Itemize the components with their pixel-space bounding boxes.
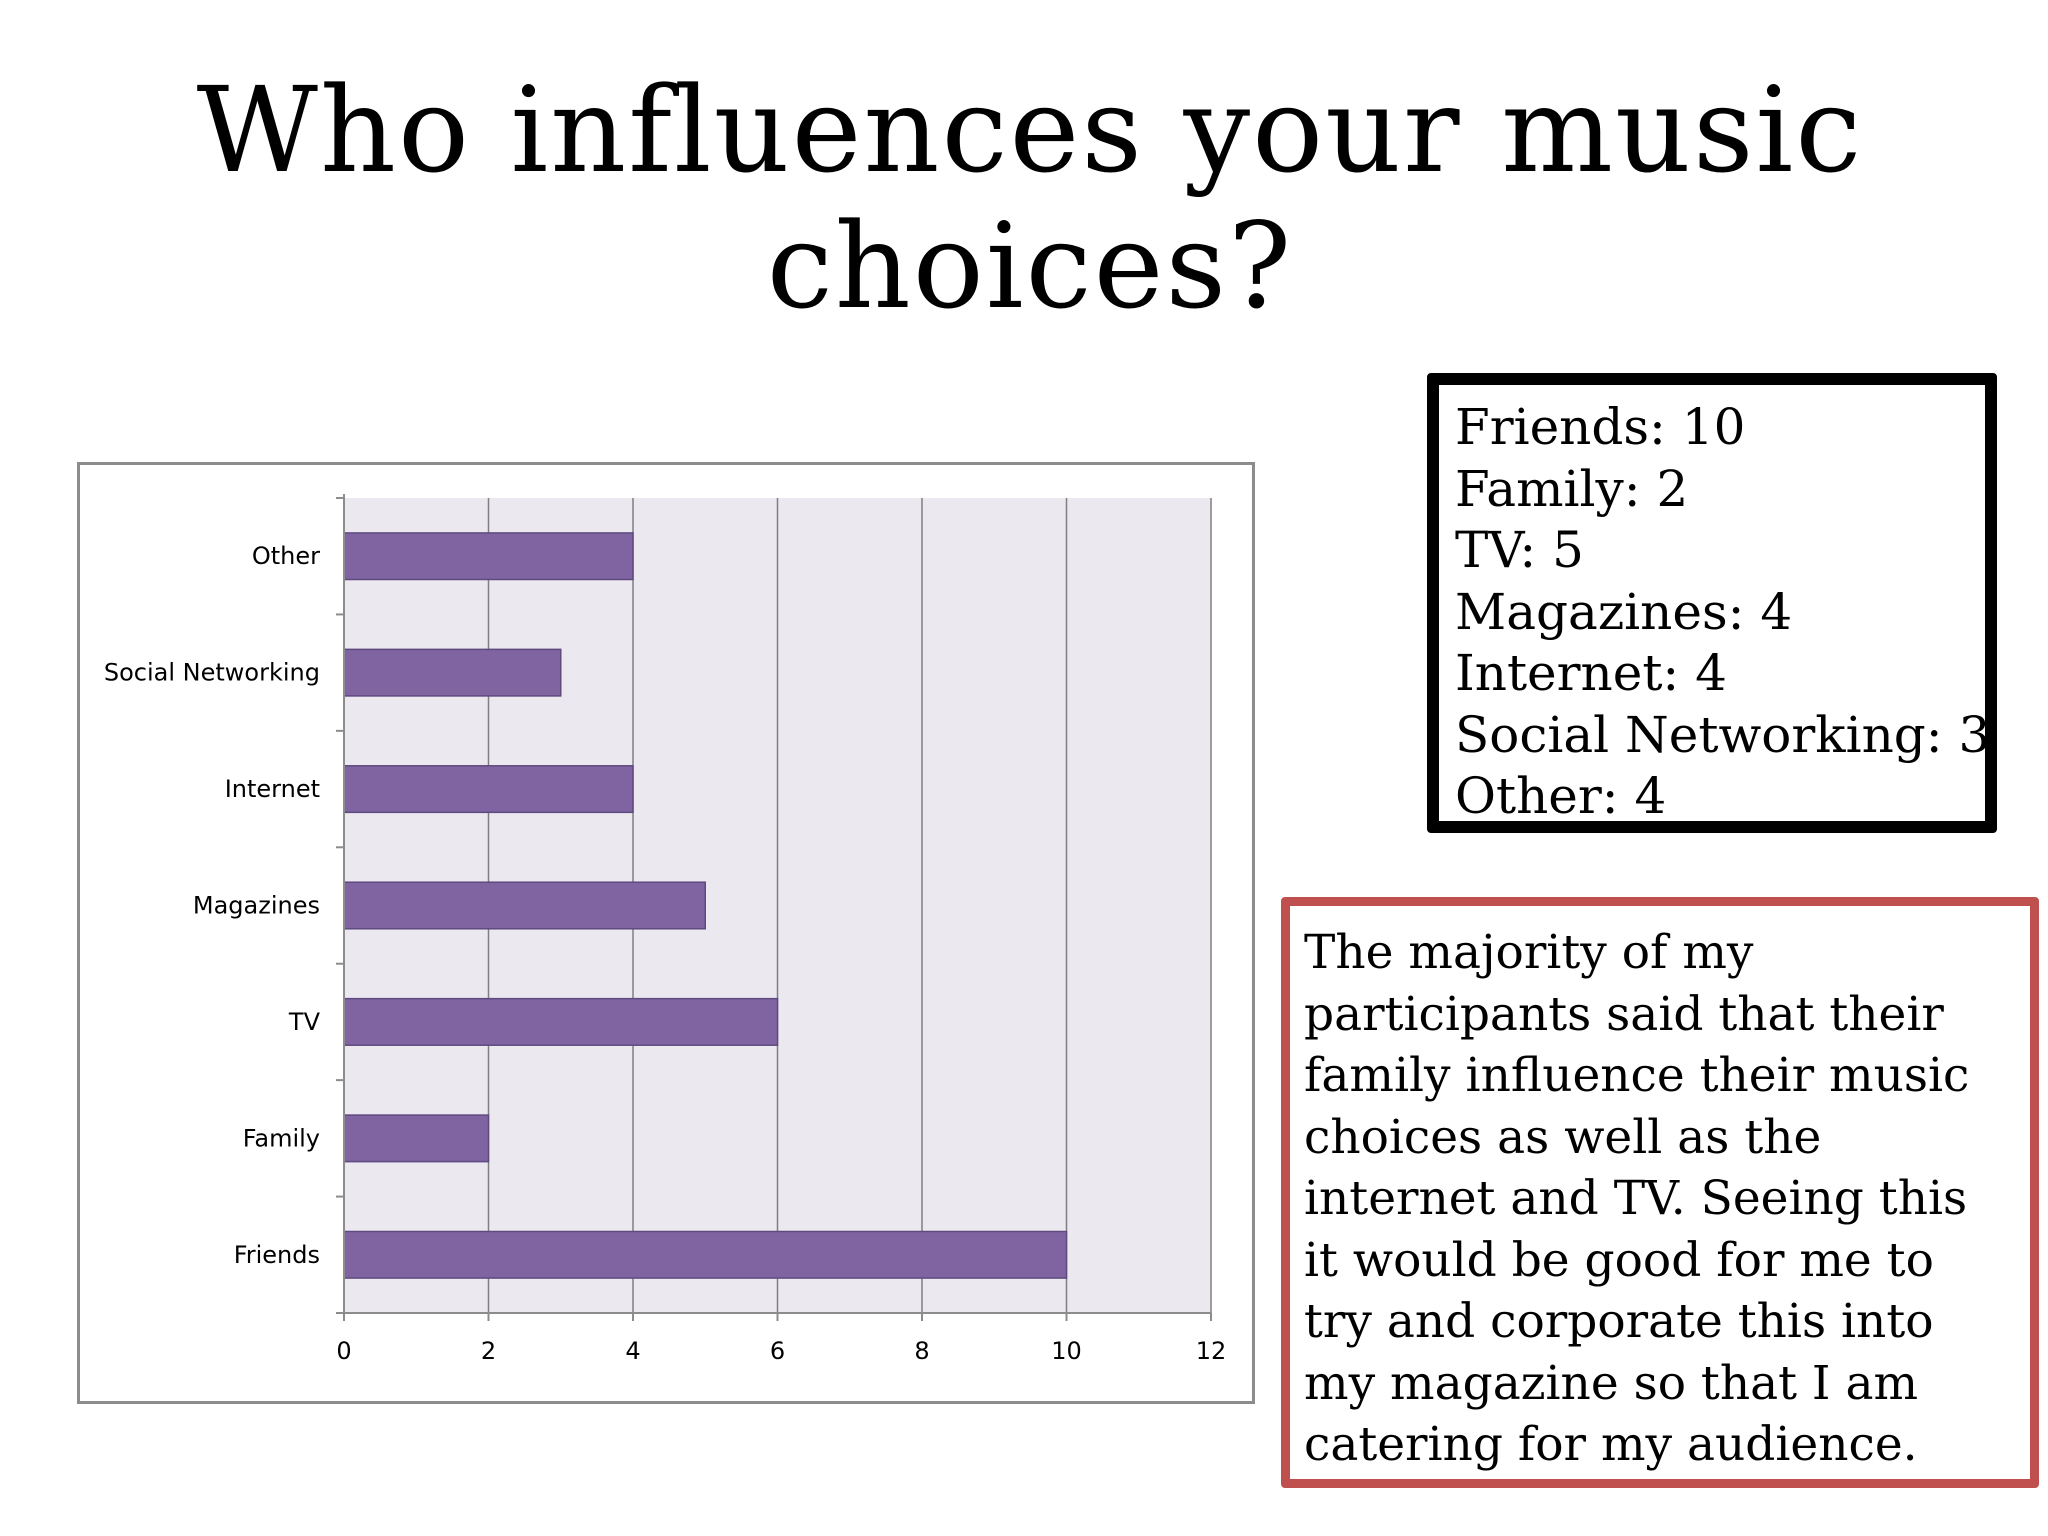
slide-title-line-2: choices?: [766, 197, 1294, 335]
category-label-friends: Friends: [234, 1241, 320, 1269]
slide-title: Who influences your music choices?: [0, 62, 2048, 334]
slide-title-line-1: Who influences your music: [196, 61, 1864, 199]
x-tick-label: 10: [1051, 1337, 1082, 1365]
category-label-social-networking: Social Networking: [104, 659, 320, 687]
bar-chart-svg: Friends Family TV Magazines Internet Social N…: [104, 494, 1227, 1365]
category-label-magazines: Magazines: [193, 892, 320, 920]
bar-magazines: [343, 881, 706, 930]
summary-line: The majority of my: [1304, 925, 1754, 980]
summary-line: try and corporate this into: [1304, 1294, 1934, 1349]
summary-line: my magazine so that I am: [1304, 1355, 1919, 1411]
x-tick-label: 6: [770, 1337, 785, 1365]
count-row-magazines: Magazines: 4: [1455, 582, 1793, 641]
bar-internet: [343, 765, 634, 814]
category-label-family: Family: [243, 1124, 320, 1152]
bar-friends: [343, 1230, 1068, 1279]
x-tick-label: 2: [481, 1337, 496, 1365]
count-row-family: Family: 2: [1455, 459, 1689, 518]
count-row-other: Other: 4: [1455, 767, 1667, 825]
summary-box: The majority of my participants said tha…: [1281, 897, 2039, 1488]
count-row-internet: Internet: 4: [1455, 644, 1727, 702]
bar-family: [343, 1114, 490, 1163]
x-tick-label: 12: [1196, 1337, 1227, 1365]
summary-line: internet and TV. Seeing this: [1304, 1171, 1968, 1226]
bar-chart: Friends Family TV Magazines Internet Social N…: [77, 462, 1255, 1404]
summary-line: family influence their music: [1304, 1048, 1970, 1103]
summary-line: catering for my audience.: [1304, 1417, 1918, 1472]
category-label-tv: TV: [288, 1008, 321, 1036]
bar-social-networking: [343, 648, 562, 697]
counts-box: Friends: 10 Family: 2 TV: 5 Magazines: 4…: [1427, 373, 1997, 833]
summary-line: it would be good for me to: [1304, 1232, 1934, 1288]
summary-line: choices as well as the: [1304, 1109, 1822, 1165]
x-tick-label: 8: [914, 1337, 929, 1365]
bar-other: [343, 532, 634, 581]
count-row-social-networking: Social Networking: 3: [1455, 705, 1991, 764]
count-row-tv: TV: 5: [1455, 521, 1584, 579]
category-label-internet: Internet: [225, 775, 320, 803]
summary-line: participants said that their: [1304, 986, 1944, 1042]
count-row-friends: Friends: 10: [1455, 398, 1746, 456]
x-tick-label: 0: [336, 1337, 351, 1365]
x-tick-label: 4: [625, 1337, 640, 1365]
bar-tv: [343, 997, 779, 1046]
category-label-other: Other: [252, 542, 320, 570]
